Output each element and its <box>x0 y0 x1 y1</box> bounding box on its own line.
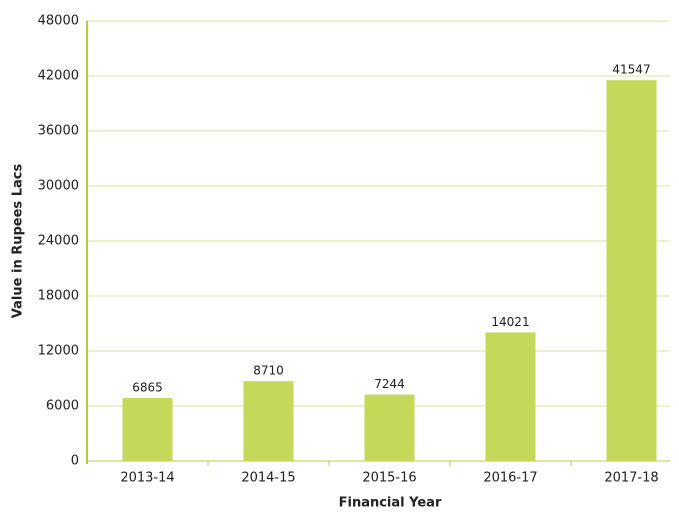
x-tick-label: 2013-14 <box>120 471 174 486</box>
value-label: 6865 <box>132 381 163 395</box>
bar <box>243 381 294 461</box>
x-tick-label: 2014-15 <box>241 471 295 486</box>
value-label: 14021 <box>491 315 529 329</box>
value-label: 7244 <box>374 377 405 391</box>
y-tick-label: 48000 <box>38 14 79 29</box>
value-label: 41547 <box>612 63 650 77</box>
bar <box>606 80 657 461</box>
y-tick-label: 0 <box>71 454 79 469</box>
x-tick-label: 2016-17 <box>483 471 537 486</box>
y-tick-label: 36000 <box>38 124 79 139</box>
y-tick-label: 42000 <box>38 69 79 84</box>
y-tick-label: 18000 <box>38 289 79 304</box>
value-label: 8710 <box>253 364 284 378</box>
x-tick-label: 2017-18 <box>604 471 658 486</box>
bar <box>485 332 536 461</box>
y-axis-label: Value in Rupees Lacs <box>11 164 26 319</box>
bar <box>364 394 415 461</box>
x-tick-label: 2015-16 <box>362 471 416 486</box>
y-tick-label: 6000 <box>46 399 79 414</box>
y-tick-label: 12000 <box>38 344 79 359</box>
x-axis-label: Financial Year <box>339 496 442 511</box>
y-tick-label: 30000 <box>38 179 79 194</box>
y-tick-label: 24000 <box>38 234 79 249</box>
bar <box>122 398 173 461</box>
